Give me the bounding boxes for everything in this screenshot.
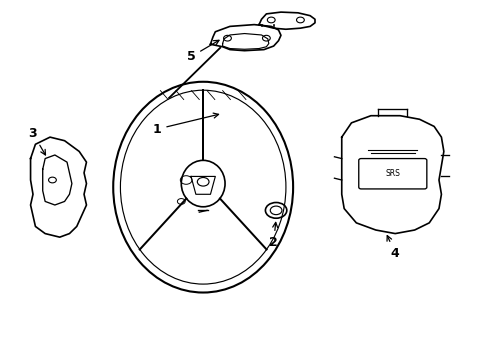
Text: 4: 4 xyxy=(386,235,399,260)
Text: 3: 3 xyxy=(29,127,45,155)
Text: 5: 5 xyxy=(186,40,219,63)
Text: SRS: SRS xyxy=(385,169,399,178)
Text: 1: 1 xyxy=(152,113,218,136)
Text: 2: 2 xyxy=(269,222,278,249)
